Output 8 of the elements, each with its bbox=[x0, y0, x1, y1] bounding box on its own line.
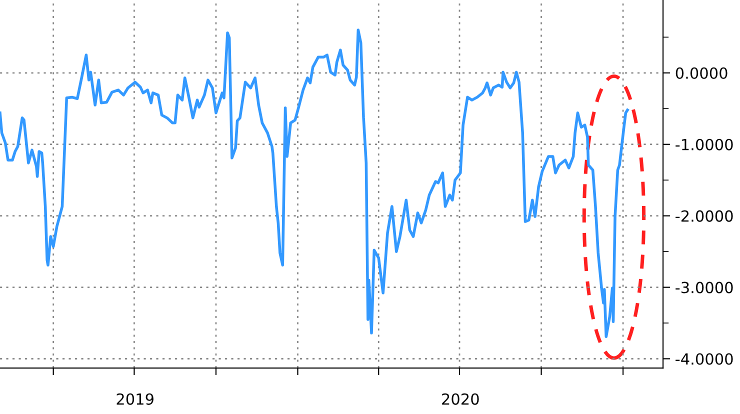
y-tick-label: 0.0000 bbox=[676, 67, 728, 79]
x-tick-label: 2019 bbox=[116, 393, 154, 405]
y-tick-label: -4.0000 bbox=[676, 353, 733, 365]
line-series bbox=[0, 28, 629, 338]
y-tick-label: -3.0000 bbox=[676, 282, 733, 294]
x-tick-label: 2020 bbox=[442, 393, 479, 405]
y-tick-label: -2.0000 bbox=[676, 210, 733, 222]
y-tick-label: -1.0000 bbox=[676, 138, 733, 150]
